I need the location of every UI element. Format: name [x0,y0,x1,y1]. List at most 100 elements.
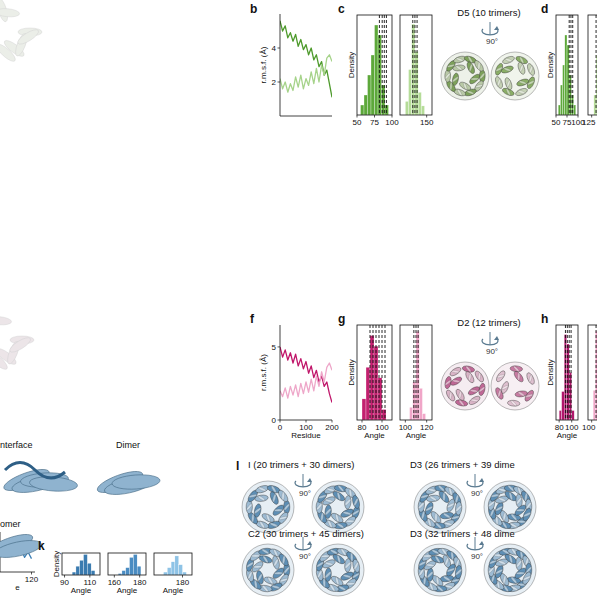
helix [262,555,269,563]
reference-line [384,15,385,115]
label: 4 [272,44,277,53]
bar [572,411,575,421]
helix [519,64,524,72]
helix [343,574,352,579]
label: 0 [278,423,283,432]
helix [464,370,475,384]
reference-line [414,15,415,115]
helix [449,366,463,378]
rotation-axis [475,474,476,487]
reference-line [572,15,573,115]
plot-data [280,21,332,98]
bar [179,565,183,575]
helix [344,495,351,509]
helix [0,316,12,326]
bar [410,407,413,420]
helix [330,574,345,587]
label: 100 [582,423,596,432]
helix [269,491,280,506]
arrow-head [494,26,499,30]
reference-line [385,325,386,420]
helix [458,391,462,399]
helix [494,564,505,579]
reference-line [569,15,570,115]
chart: 80100AngleDensity [347,325,392,440]
chart: 5075100Density [347,15,399,127]
bar [80,560,84,575]
helix [255,570,264,585]
axis-label: Angle [557,431,578,440]
rotation-icon: 90° [467,537,484,561]
bar [560,85,562,115]
strand [5,463,65,479]
helix [282,556,286,565]
rotation-icon: 90° [467,474,484,498]
reference-line [565,325,566,420]
structure-outline [491,52,539,100]
bar [361,105,365,115]
helix [449,375,463,386]
helix [435,513,438,521]
helix [494,76,504,90]
helix [475,84,483,88]
helix [471,78,479,81]
helix [453,55,467,64]
structure [491,52,539,100]
helix [16,27,41,47]
bar [593,390,595,420]
structure-title: D3 (26 trimers + 39 dime [410,459,515,470]
helix [447,502,456,508]
helix [325,562,334,567]
bar [371,55,375,115]
helix [525,372,536,386]
helix [455,565,463,579]
helix [344,561,352,569]
structure-outline [414,544,466,596]
label: 150 [420,118,434,127]
bar [364,95,368,115]
helix [497,78,502,86]
helix [516,509,524,512]
reference-line [418,325,419,420]
bar [171,562,175,575]
helix [478,373,481,381]
helix [455,568,463,576]
helix [340,548,347,556]
helix [320,513,324,522]
helix [257,573,263,582]
reference-line [382,15,383,115]
frame [588,325,597,420]
bar [87,563,91,575]
helix [246,500,252,514]
label: 50 [552,118,561,127]
bar [418,92,421,115]
helix [456,57,464,62]
helix [513,370,525,383]
structure-shadow [484,544,536,596]
helix [478,62,481,70]
helix [494,501,505,516]
helix [253,503,262,517]
helix [445,498,456,513]
helix [443,512,451,519]
helix [508,555,513,564]
helix [325,499,334,504]
helix [429,495,437,502]
helix [457,89,463,97]
helix [344,498,352,506]
helix [517,61,527,75]
structure [414,481,466,533]
helix [500,381,510,395]
helix [523,575,532,581]
frame [556,15,578,115]
helix [344,558,351,572]
helix [253,565,261,568]
helix [437,490,450,504]
helix [434,555,441,563]
helix [508,492,513,501]
structure-shadow [242,544,294,596]
helix [273,558,279,567]
structure-title: D3 (32 trimers + 48 dime [410,528,515,539]
helix [467,385,481,396]
helix [338,585,347,591]
